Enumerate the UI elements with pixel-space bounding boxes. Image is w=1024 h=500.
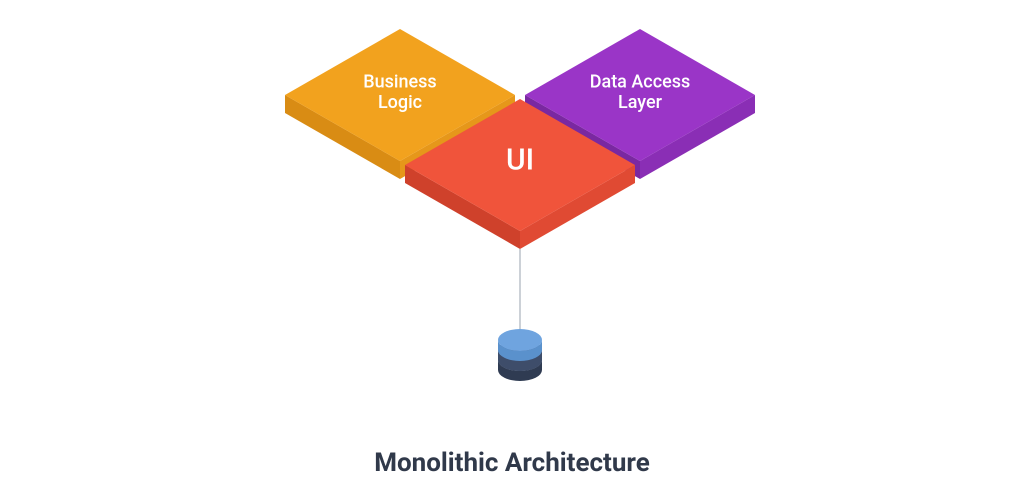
diagram-stage: BusinessLogicData AccessLayerUI Monolith… — [0, 0, 1024, 500]
tile-label-ui: UI — [506, 143, 534, 178]
diagram-title: Monolithic Architecture — [0, 448, 1024, 478]
database-icon — [498, 329, 542, 381]
diagram-svg: BusinessLogicData AccessLayerUI — [0, 0, 1024, 500]
